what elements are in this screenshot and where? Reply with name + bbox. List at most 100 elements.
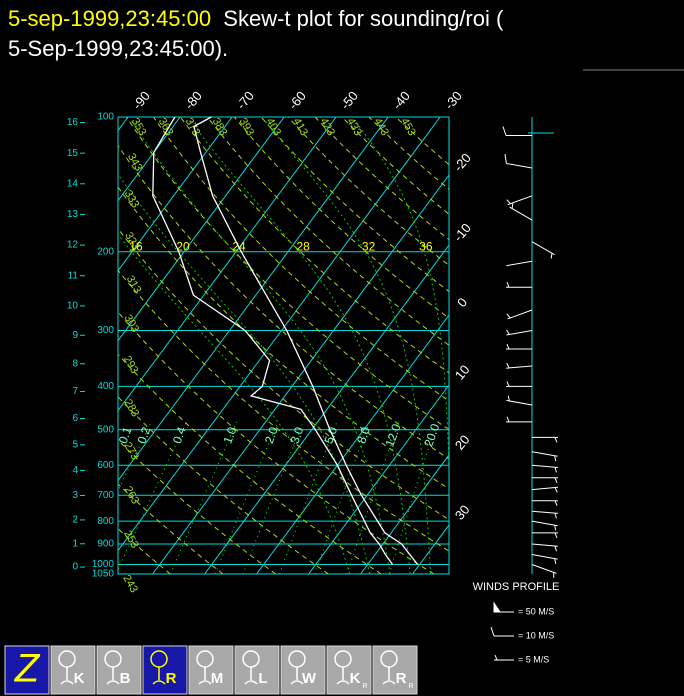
z-tick-label: 15: [67, 148, 79, 159]
dry-adiabat: [368, 117, 449, 190]
z-tick-label: 6: [72, 413, 78, 424]
overlay: 1002003004005006007008009001000105001234…: [4, 88, 559, 695]
isotherm-label: -70: [233, 88, 257, 112]
wind-barb: [509, 203, 533, 221]
balloon-string[interactable]: [244, 667, 258, 685]
isotherm: [118, 117, 285, 342]
dry-adiabat: [126, 117, 449, 431]
button-sublabel[interactable]: R: [362, 683, 367, 690]
z-tick-label: 14: [67, 178, 79, 189]
y-tick-label: 900: [97, 539, 114, 550]
isotherm: [118, 117, 337, 412]
mixing-ratio-line: [314, 421, 370, 574]
isotherm-label: -20: [450, 150, 474, 174]
mixing-ratio-label: 8.0: [354, 425, 373, 446]
wind-barb: [506, 381, 532, 387]
toolbar-button[interactable]: W: [280, 645, 326, 695]
dry-adiabat-label: 393: [237, 116, 257, 138]
isotherm-label: -40: [389, 88, 413, 112]
mixing-ratio-label: 3.0: [288, 425, 307, 446]
button-face[interactable]: [326, 645, 372, 695]
isotherm: [360, 454, 449, 574]
button-label[interactable]: M: [211, 670, 224, 687]
button-face[interactable]: [4, 645, 50, 695]
dry-adiabat: [179, 117, 449, 374]
dry-adiabat-label: 253: [121, 528, 141, 550]
toolbar-button[interactable]: Z: [4, 645, 50, 695]
button-label[interactable]: R: [396, 670, 407, 687]
balloon-string[interactable]: [106, 667, 120, 685]
wind-barb: [506, 329, 533, 336]
isotherm: [118, 117, 233, 272]
wind-barb: [506, 195, 533, 206]
balloon-string[interactable]: [336, 667, 350, 685]
isotherm-label: -50: [337, 88, 361, 112]
dry-adiabat-label: 403: [264, 116, 284, 138]
wind-barb: [506, 362, 533, 369]
button-label[interactable]: R: [166, 670, 177, 687]
dry-adiabat: [260, 117, 449, 293]
moist-adiabat: [130, 120, 391, 574]
y-tick-label: 600: [97, 460, 114, 471]
toolbar-button[interactable]: R: [142, 645, 188, 695]
isotherm-label: -60: [285, 88, 309, 112]
wind-barb: [531, 464, 558, 473]
y-tick-label: 800: [97, 516, 114, 527]
button-label[interactable]: L: [258, 670, 267, 687]
z-tick-label: 10: [67, 301, 79, 312]
isotherm: [308, 384, 449, 574]
balloon-string[interactable]: [152, 667, 166, 685]
mixing-ratio-line: [242, 421, 304, 574]
chart-title: Skew-t plot for sounding/roi (: [223, 6, 504, 31]
wind-barb: [532, 532, 558, 539]
button-label[interactable]: Z: [14, 647, 41, 691]
toolbar-button[interactable]: K: [50, 645, 96, 695]
balloon-string[interactable]: [382, 667, 396, 685]
moist-adiabat-label: 28: [297, 240, 311, 254]
isotherm: [412, 524, 449, 574]
legend-barb: [493, 601, 514, 613]
y-tick-label: 700: [97, 490, 114, 501]
legend-label: = 10 M/S: [518, 630, 554, 640]
isotherm: [118, 117, 129, 132]
dry-adiabat-label: 433: [344, 116, 364, 138]
z-tick-label: 12: [67, 240, 79, 251]
dry-adiabat-label: 243: [120, 573, 140, 595]
isotherm-label: 0: [454, 295, 470, 310]
sounding-line: [193, 116, 419, 565]
plot-border: [117, 116, 450, 575]
balloon-string[interactable]: [60, 667, 74, 685]
dry-adiabat-label: 373: [183, 116, 203, 138]
sounding-line: [152, 116, 394, 565]
button-label[interactable]: W: [302, 670, 317, 687]
balloon-string[interactable]: [198, 667, 212, 685]
button-label[interactable]: K: [350, 670, 361, 687]
wind-barb: [506, 260, 533, 267]
toolbar-button[interactable]: B: [96, 645, 142, 695]
moist-adiabat: [118, 233, 351, 574]
wind-barb: [506, 343, 532, 350]
toolbar-button[interactable]: L: [234, 645, 280, 695]
mixing-ratio-line: [279, 421, 338, 574]
y-tick-label: 300: [97, 325, 114, 336]
z-tick-label: 9: [72, 330, 78, 341]
dry-adiabat: [118, 396, 329, 574]
y-tick-label: 200: [97, 246, 114, 257]
y-tick-label: 100: [97, 112, 114, 123]
dry-adiabat: [118, 269, 449, 552]
isotherm-label: 30: [452, 502, 473, 523]
mixing-ratio-label: 0.1: [116, 425, 135, 446]
y-tick-label: 500: [97, 424, 114, 435]
dry-adiabat: [341, 117, 449, 215]
mixing-ratio-line: [214, 421, 279, 574]
balloon-string[interactable]: [290, 667, 304, 685]
button-label[interactable]: B: [120, 670, 131, 687]
wind-barb: [531, 520, 558, 531]
dry-adiabat: [287, 117, 449, 267]
toolbar-button[interactable]: M: [188, 645, 234, 695]
button-sublabel[interactable]: R: [408, 683, 413, 690]
button-label[interactable]: K: [74, 670, 85, 687]
